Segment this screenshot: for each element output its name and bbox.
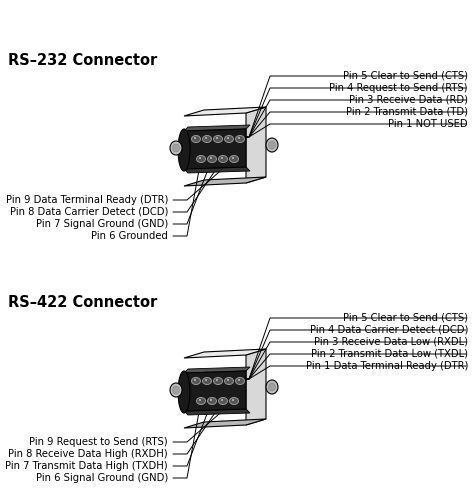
Ellipse shape	[197, 398, 206, 405]
Polygon shape	[184, 125, 250, 131]
Ellipse shape	[178, 371, 190, 413]
Ellipse shape	[266, 138, 278, 152]
Ellipse shape	[170, 383, 182, 397]
Ellipse shape	[221, 399, 223, 401]
Ellipse shape	[208, 398, 217, 405]
Text: Pin 6 Grounded: Pin 6 Grounded	[91, 231, 168, 241]
Ellipse shape	[225, 378, 234, 385]
Text: Pin 1 NOT USED: Pin 1 NOT USED	[388, 119, 468, 129]
Ellipse shape	[202, 378, 211, 385]
Ellipse shape	[194, 137, 196, 139]
Text: Pin 7 Signal Ground (GND): Pin 7 Signal Ground (GND)	[36, 219, 168, 229]
Ellipse shape	[173, 386, 180, 394]
Text: RS–232 Connector: RS–232 Connector	[8, 53, 157, 68]
Ellipse shape	[229, 398, 238, 405]
Text: RS–422 Connector: RS–422 Connector	[8, 295, 157, 310]
Text: Pin 8 Data Carrier Detect (DCD): Pin 8 Data Carrier Detect (DCD)	[9, 207, 168, 217]
Ellipse shape	[238, 379, 240, 381]
Text: Pin 6 Signal Ground (GND): Pin 6 Signal Ground (GND)	[36, 473, 168, 483]
Ellipse shape	[268, 383, 275, 391]
Text: Pin 3 Receive Data Low (RXDL): Pin 3 Receive Data Low (RXDL)	[314, 337, 468, 347]
Ellipse shape	[227, 379, 229, 381]
Polygon shape	[184, 367, 250, 373]
Ellipse shape	[199, 157, 201, 159]
Text: Pin 4 Data Carrier Detect (DCD): Pin 4 Data Carrier Detect (DCD)	[310, 325, 468, 335]
Text: Pin 8 Receive Data High (RXDH): Pin 8 Receive Data High (RXDH)	[9, 449, 168, 459]
Text: Pin 5 Clear to Send (CTS): Pin 5 Clear to Send (CTS)	[343, 71, 468, 81]
Ellipse shape	[202, 136, 211, 142]
Ellipse shape	[227, 137, 229, 139]
Polygon shape	[246, 349, 266, 425]
Polygon shape	[184, 349, 266, 358]
Polygon shape	[184, 371, 246, 411]
Polygon shape	[184, 167, 250, 173]
Ellipse shape	[210, 157, 212, 159]
Ellipse shape	[208, 156, 217, 163]
Polygon shape	[184, 177, 266, 186]
Ellipse shape	[194, 379, 196, 381]
Ellipse shape	[232, 157, 234, 159]
Text: Pin 9 Request to Send (RTS): Pin 9 Request to Send (RTS)	[29, 437, 168, 447]
Polygon shape	[184, 107, 266, 116]
Text: Pin 5 Clear to Send (CTS): Pin 5 Clear to Send (CTS)	[343, 313, 468, 323]
Ellipse shape	[173, 144, 180, 152]
Ellipse shape	[238, 137, 240, 139]
Ellipse shape	[213, 378, 222, 385]
Ellipse shape	[213, 136, 222, 142]
Ellipse shape	[219, 156, 228, 163]
Polygon shape	[184, 129, 246, 169]
Text: Pin 9 Data Terminal Ready (DTR): Pin 9 Data Terminal Ready (DTR)	[6, 195, 168, 205]
Ellipse shape	[221, 157, 223, 159]
Ellipse shape	[268, 141, 275, 149]
Ellipse shape	[266, 380, 278, 394]
Ellipse shape	[197, 156, 206, 163]
Ellipse shape	[236, 378, 245, 385]
Ellipse shape	[191, 378, 201, 385]
Text: Pin 7 Transmit Data High (TXDH): Pin 7 Transmit Data High (TXDH)	[5, 461, 168, 471]
Ellipse shape	[219, 398, 228, 405]
Text: Pin 2 Transmit Data (TD): Pin 2 Transmit Data (TD)	[346, 107, 468, 117]
Text: Pin 3 Receive Data (RD): Pin 3 Receive Data (RD)	[349, 95, 468, 105]
Ellipse shape	[229, 156, 238, 163]
Text: Pin 1 Data Terminal Ready (DTR): Pin 1 Data Terminal Ready (DTR)	[306, 361, 468, 371]
Text: Pin 4 Request to Send (RTS): Pin 4 Request to Send (RTS)	[329, 83, 468, 93]
Ellipse shape	[170, 141, 182, 155]
Ellipse shape	[210, 399, 212, 401]
Ellipse shape	[205, 137, 207, 139]
Polygon shape	[246, 107, 266, 183]
Ellipse shape	[216, 379, 218, 381]
Ellipse shape	[178, 129, 190, 171]
Ellipse shape	[225, 136, 234, 142]
Ellipse shape	[199, 399, 201, 401]
Ellipse shape	[232, 399, 234, 401]
Ellipse shape	[205, 379, 207, 381]
Ellipse shape	[236, 136, 245, 142]
Polygon shape	[184, 419, 266, 428]
Ellipse shape	[216, 137, 218, 139]
Ellipse shape	[191, 136, 201, 142]
Polygon shape	[184, 409, 250, 415]
Text: Pin 2 Transmit Data Low (TXDL): Pin 2 Transmit Data Low (TXDL)	[311, 349, 468, 359]
